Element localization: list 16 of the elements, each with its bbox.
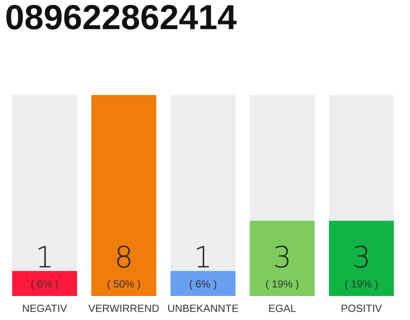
x-tick-label: POSITIV [342,304,382,312]
annotation: ( 50% ) [108,280,140,290]
annotation: ( 6% ) [190,280,216,290]
annotation: ( 6% ) [31,280,58,290]
x-tick-label: UNBEKANNTE [168,304,238,312]
annotation: ( 19% ) [345,280,378,290]
data-label: 1 [38,246,50,268]
chart-title: 089622862414 [6,4,237,30]
x-tick-label: EGAL [269,304,296,312]
x-tick-label: NEGATIV [22,304,68,312]
data-label: 3 [354,246,368,268]
annotation: ( 19% ) [266,280,298,290]
data-label: 8 [117,246,130,268]
data-label: 1 [196,246,209,268]
data-label: 3 [275,246,288,268]
x-tick-label: VERWIRREND [88,304,159,312]
